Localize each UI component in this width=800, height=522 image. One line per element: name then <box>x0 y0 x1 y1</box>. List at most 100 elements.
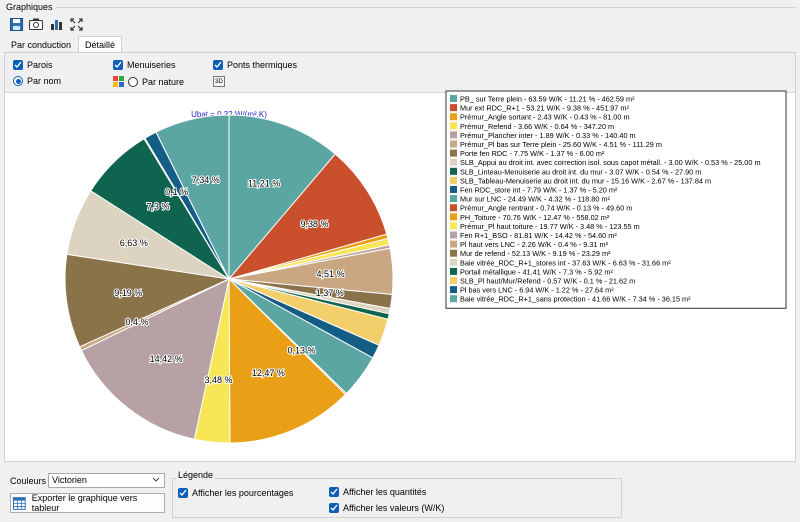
legend-entry-7: SLB_Appui au droit int. avec correction … <box>460 158 761 167</box>
legend-swatch-13 <box>450 213 457 221</box>
valeurs-label: Afficher les valeurs (W/K) <box>343 503 445 513</box>
pie-slice-15[interactable] <box>80 278 230 440</box>
menuiseries-label: Menuiseries <box>127 60 176 70</box>
legend-entry-11: Mur sur LNC - 24.49 W/K - 4.32 % - 118.8… <box>460 195 610 204</box>
ponts-label: Ponts thermiques <box>227 60 298 70</box>
couleurs-label: Couleurs <box>10 476 47 486</box>
legend-box <box>445 90 787 309</box>
legend-entry-10: Fen RDC_store int - 7.79 W/K - 1.37 % - … <box>460 186 618 195</box>
menuiseries-checkbox[interactable] <box>113 60 123 70</box>
legend-entry-14: Prémur_Pl haut toiture - 19.77 W/K - 3.4… <box>460 222 640 231</box>
legend-swatch-10 <box>450 186 457 193</box>
save-icon[interactable] <box>8 16 24 32</box>
legend-swatch-22 <box>450 295 457 303</box>
couleurs-select[interactable]: Victorien <box>48 473 165 488</box>
par-nom-radio[interactable] <box>13 76 23 86</box>
quantites-option[interactable]: Afficher les quantités <box>329 487 426 497</box>
valeurs-option[interactable]: Afficher les valeurs (W/K) <box>329 503 444 513</box>
legend-entry-20: SLB_Pl haut/Mur/Refend - 0.57 W/K - 0.1 … <box>460 277 635 286</box>
slice-label-5: 4,51 % <box>317 269 345 279</box>
camera-icon[interactable] <box>28 16 44 32</box>
legend-swatch-8 <box>450 167 457 175</box>
ponts-option[interactable]: Ponts thermiques <box>213 60 297 70</box>
legend-swatch-14 <box>450 222 457 230</box>
quantites-checkbox[interactable] <box>329 487 339 497</box>
legend-entry-12: Prémur_Angle rentrant - 0.74 W/K - 0.13 … <box>460 204 632 213</box>
legend-entry-8: SLB_Linteau-Menuiserie au droit int. du … <box>460 167 701 176</box>
legende-title: Légende <box>176 470 216 480</box>
export-button[interactable]: Exporter le graphique vers tableur <box>10 493 165 513</box>
chart-panel: Parois Menuiseries Ponts thermiques Par … <box>4 52 796 462</box>
parois-label: Parois <box>27 60 53 70</box>
legend-swatch-3 <box>450 122 457 130</box>
chart-icon[interactable] <box>48 16 64 32</box>
menuiseries-option[interactable]: Menuiseries <box>113 60 176 70</box>
view-3d-button[interactable]: 3D <box>213 76 225 87</box>
legend-entry-4: Prémur_Plancher inter - 1.89 W/K - 0.33 … <box>460 131 636 140</box>
legend-swatch-21 <box>450 286 457 294</box>
spreadsheet-icon <box>13 496 26 510</box>
tab-bar: Par conduction Détaillé <box>4 36 123 53</box>
valeurs-checkbox[interactable] <box>329 503 339 513</box>
slice-label-19: 7,3 % <box>146 201 169 211</box>
legend-entry-3: Prémur_Refend - 3.66 W/K - 0.64 % - 347.… <box>460 122 614 131</box>
par-nom-option[interactable]: Par nom <box>13 76 61 86</box>
legend-swatch-0 <box>450 95 457 102</box>
legend-swatch-11 <box>450 195 457 203</box>
tab-par-conduction[interactable]: Par conduction <box>11 40 72 50</box>
group-divider <box>56 7 796 8</box>
legend-entry-2: Prémur_Angle sortant - 2.43 W/K - 0.43 %… <box>460 113 630 122</box>
legend-entry-18: Baie vitrée_RDC_R+1_stores int - 37.63 W… <box>460 258 671 267</box>
legend-entry-6: Porte fen RDC - 7.75 W/K - 1.37 % - 6.00… <box>460 149 605 158</box>
par-nature-radio[interactable] <box>128 76 138 87</box>
legend-swatch-17 <box>450 249 457 257</box>
slice-label-18: 6,63 % <box>120 238 148 248</box>
legend-entry-22: Baie vitrée_RDC_R+1_sans protection - 41… <box>460 295 691 304</box>
pie-slice-17[interactable] <box>64 253 231 348</box>
slice-label-17: 9,19 % <box>114 288 142 298</box>
pourcentages-option[interactable]: Afficher les pourcentages <box>178 488 293 498</box>
legend-entry-13: PH_Toiture - 70.76 W/K - 12.47 % - 558.0… <box>460 213 610 222</box>
pie-slice-0[interactable] <box>228 114 336 281</box>
legend-entry-0: PB_ sur Terre plein - 63.59 W/K - 11.21 … <box>460 95 635 104</box>
quantites-label: Afficher les quantités <box>343 487 427 497</box>
legend-entry-17: Mur de refend - 52.13 W/K - 9.19 % - 23.… <box>460 249 611 258</box>
slice-label-16: 0,4 % <box>125 317 148 327</box>
legend-entry-15: Fen R+1_BSO - 81.81 W/K - 14.42 % - 54.6… <box>460 231 617 240</box>
legend-swatch-19 <box>450 267 457 275</box>
fullscreen-icon[interactable] <box>68 16 84 32</box>
slice-label-22: 7,34 % <box>192 175 220 185</box>
slice-label-13: 12,47 % <box>252 368 285 378</box>
parois-option[interactable]: Parois <box>13 60 53 70</box>
legend-swatch-1 <box>450 104 457 112</box>
par-nature-option[interactable]: Par nature <box>113 76 184 87</box>
legende-group <box>172 478 622 518</box>
slice-label-15: 14,42 % <box>150 354 183 364</box>
legend-entry-9: SLB_Tableau-Menuiserie au droit int. du … <box>460 176 711 185</box>
bottom-bar: Couleurs Victorien Exporter le graphique… <box>0 464 800 522</box>
legend-swatch-7 <box>450 158 457 166</box>
legend-swatch-20 <box>450 277 457 284</box>
legend-swatch-2 <box>450 113 457 121</box>
pie-chart: Ubat = 0.32 W/(m².K) 11,21 %9,38 %4,51 %… <box>64 90 787 444</box>
par-nature-label: Par nature <box>142 76 185 87</box>
slice-label-6: 1,37 % <box>316 288 344 298</box>
pie-slice-22[interactable] <box>155 114 230 280</box>
pie-slice-1[interactable] <box>227 153 388 280</box>
legend-swatch-18 <box>450 258 457 266</box>
tab-detaille[interactable]: Détaillé <box>78 36 123 53</box>
legend-entry-1: Mur ext RDC_R+1 - 53.21 W/K - 9.38 % - 4… <box>460 104 629 113</box>
parois-checkbox[interactable] <box>13 60 23 70</box>
palette-icon <box>113 76 124 87</box>
view-3d-option[interactable]: 3D <box>213 76 225 87</box>
slice-label-1: 9,38 % <box>301 219 329 229</box>
couleurs-value: Victorien <box>52 475 87 485</box>
pourcentages-checkbox[interactable] <box>178 488 188 498</box>
legend-entry-21: Pl bas vers LNC - 6.94 W/K - 1.22 % - 27… <box>460 286 614 295</box>
legend-swatch-6 <box>450 149 457 157</box>
legend-entry-19: Portail métallique - 41.41 W/K - 7.3 % -… <box>460 267 613 276</box>
chevron-down-icon <box>152 475 160 485</box>
pie-slice-13[interactable] <box>228 277 347 444</box>
ponts-checkbox[interactable] <box>213 60 223 70</box>
legend-swatch-16 <box>450 240 457 248</box>
